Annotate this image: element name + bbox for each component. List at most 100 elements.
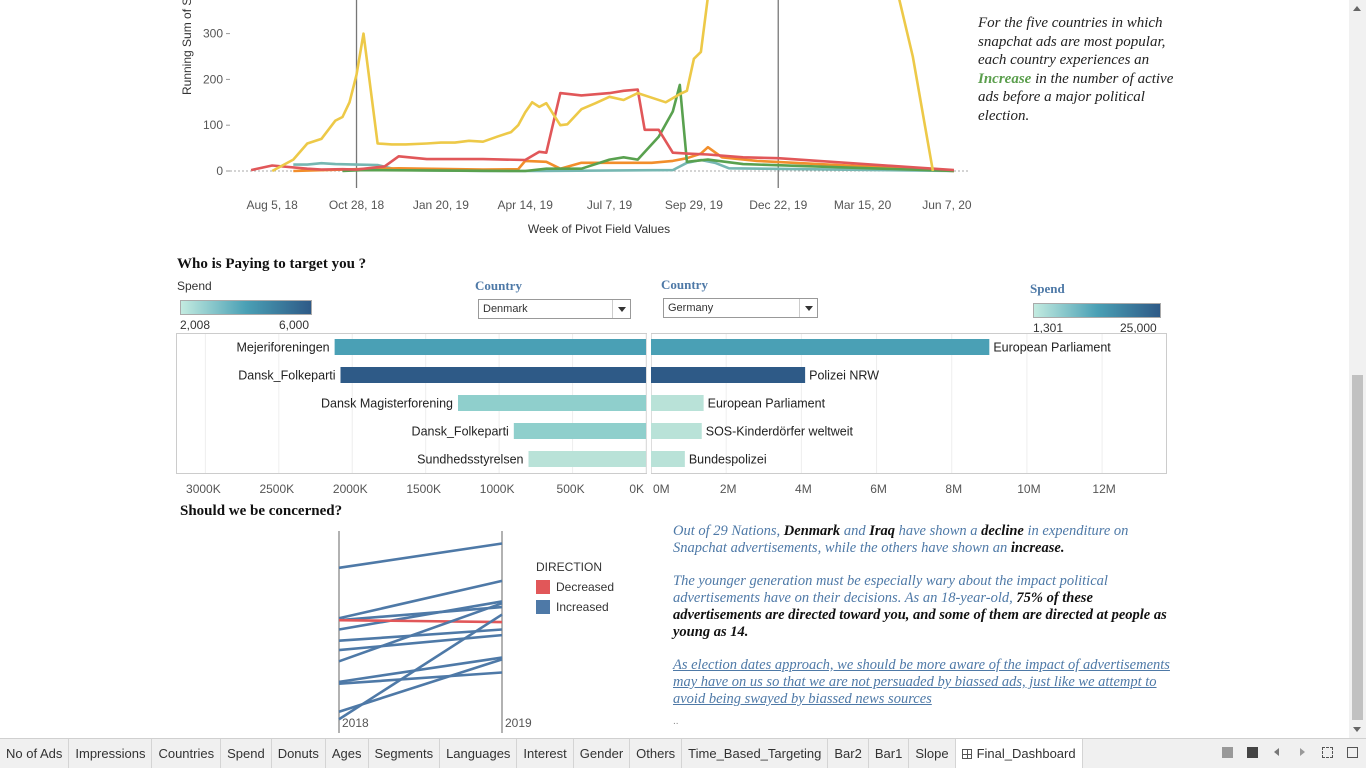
right-spend-legend-title: Spend [1030,281,1065,296]
bar [340,367,646,383]
tab-languages[interactable]: Languages [440,739,518,768]
slope-chart-svg: 2018 2019 [338,531,532,733]
tab-label: Spend [227,746,265,761]
tab-slope[interactable]: Slope [909,739,956,768]
legend-item-increased[interactable]: Increased [536,600,614,614]
right-spend-legend-min: 1,301 [1033,321,1064,335]
bar-label: European Parliament [708,397,826,411]
sheet-tabs: No of Ads Impressions Countries Spend Donuts… [0,739,1083,768]
x-tick-label: Apr 14, 19 [498,198,554,212]
bar-label: Bundespolizei [689,453,767,467]
tab-gender[interactable]: Gender [574,739,631,768]
presentation-mode-icon[interactable] [1347,747,1358,758]
vertical-scrollbar[interactable] [1349,0,1366,738]
x-tick-label: 12M [1092,482,1115,496]
tab-interest[interactable]: Interest [517,739,574,768]
legend-swatch-decreased [536,580,550,594]
slope-line [338,605,503,622]
year-label-2018: 2018 [342,716,369,730]
text: Out of 29 Nations, [673,523,784,539]
y-tick-label: 100 [203,118,223,132]
series-line [250,88,954,172]
text: and [840,523,870,539]
legend-label-decreased: Decreased [556,580,615,594]
x-tick-label: Jan 20, 19 [413,198,469,212]
x-tick-label: 500K [557,482,585,496]
scroll-thumb[interactable] [1352,375,1363,720]
tab-bar2[interactable]: Bar2 [828,739,869,768]
tab-label: Segments [374,746,434,761]
tab-donuts[interactable]: Donuts [272,739,326,768]
x-tick-label: 8M [945,482,962,496]
next-sheet-icon[interactable] [1297,747,1308,758]
annotation-top-text-post: in the number of active ads before a maj… [978,70,1174,124]
chevron-down-icon[interactable] [799,299,817,317]
tab-label: Donuts [277,746,319,761]
tab-label: Gender [579,746,624,761]
bar-label: Sundhedsstyrelsen [417,453,523,467]
slope-line [338,633,503,652]
tab-no-of-ads[interactable]: No of Ads [0,739,70,768]
tab-final-dashboard[interactable]: Final_Dashboard [955,739,1083,768]
bar [651,395,704,411]
scroll-up-icon[interactable] [1353,6,1361,11]
ellipsis-text: .. [673,716,679,727]
bar [513,423,646,439]
x-tick-label: Mar 15, 20 [834,198,892,212]
annotation-paragraph-3-link[interactable]: As election dates approach, we should be… [673,657,1170,707]
right-spend-gradient [1033,303,1161,318]
tab-segments[interactable]: Segments [369,739,441,768]
x-tick-label: Jul 7, 19 [587,198,633,212]
bar [651,367,806,383]
series-line [271,0,935,173]
show-tabs-icon[interactable] [1247,747,1258,758]
bar [334,339,646,355]
x-tick-label: 10M [1017,482,1040,496]
slope-chart: 2018 2019 [330,528,630,733]
tab-ages[interactable]: Ages [326,739,369,768]
bar-label: SOS-Kinderdörfer weltweit [706,425,854,439]
tab-spend[interactable]: Spend [221,739,272,768]
who-section-title: Who is Paying to target you ? [177,256,367,272]
fit-window-icon[interactable] [1322,747,1333,758]
tab-label: Bar1 [874,746,903,761]
bar-label: Mejeriforeningen [237,341,330,355]
concern-section-title: Should we be concerned? [180,503,343,519]
chevron-down-icon[interactable] [612,300,630,318]
legend-item-decreased[interactable]: Decreased [536,580,614,594]
annotation-top: For the five countries in which snapchat… [978,14,1178,125]
tab-others[interactable]: Others [630,739,683,768]
x-tick-label: 6M [870,482,887,496]
x-tick-label: Sep 29, 19 [665,198,723,212]
x-tick-label: 1500K [406,482,441,496]
x-tick-label: 3000K [186,482,221,496]
tab-countries[interactable]: Countries [152,739,222,768]
left-country-select[interactable]: Denmark [478,299,631,319]
line-chart-svg: 300 200 100 0 Running Sum of S Aug 5, 18 Oct 2… [180,0,972,236]
denmark-bar-chart-svg: 3000K 2500K 2000K 1500K 1000K 500K 0K Mejerifor… [176,333,647,496]
text: have shown a [894,523,982,539]
x-tick-label: Aug 5, 18 [246,198,298,212]
y-axis-title: Running Sum of S [180,0,194,95]
tab-label: Bar2 [834,746,862,761]
x-tick-label: 2000K [333,482,368,496]
tab-label: Slope [915,746,949,761]
tab-time-based-targeting[interactable]: Time_Based_Targeting [682,739,829,768]
annotation-top-highlight: Increase [978,70,1032,87]
tab-impressions[interactable]: Impressions [69,739,153,768]
slope-line [338,618,503,624]
bar-label: Dansk_Folkeparti [238,369,335,383]
scroll-down-icon[interactable] [1353,727,1361,732]
tab-bar1[interactable]: Bar1 [869,739,910,768]
direction-legend-title: DIRECTION [536,560,602,574]
right-country-select-value: Germany [668,302,714,314]
previous-sheet-icon[interactable] [1272,747,1283,758]
right-country-select[interactable]: Germany [663,298,818,318]
bar [528,451,646,467]
right-country-filter-label: Country [661,277,708,292]
annotation-bottom: Out of 29 Nations, Denmark and Iraq have… [673,523,1173,724]
tab-controls [1222,747,1358,758]
tab-label: Interest [523,746,567,761]
bar-label: Dansk Magisterforening [321,397,453,411]
show-filmstrip-icon[interactable] [1222,747,1233,758]
